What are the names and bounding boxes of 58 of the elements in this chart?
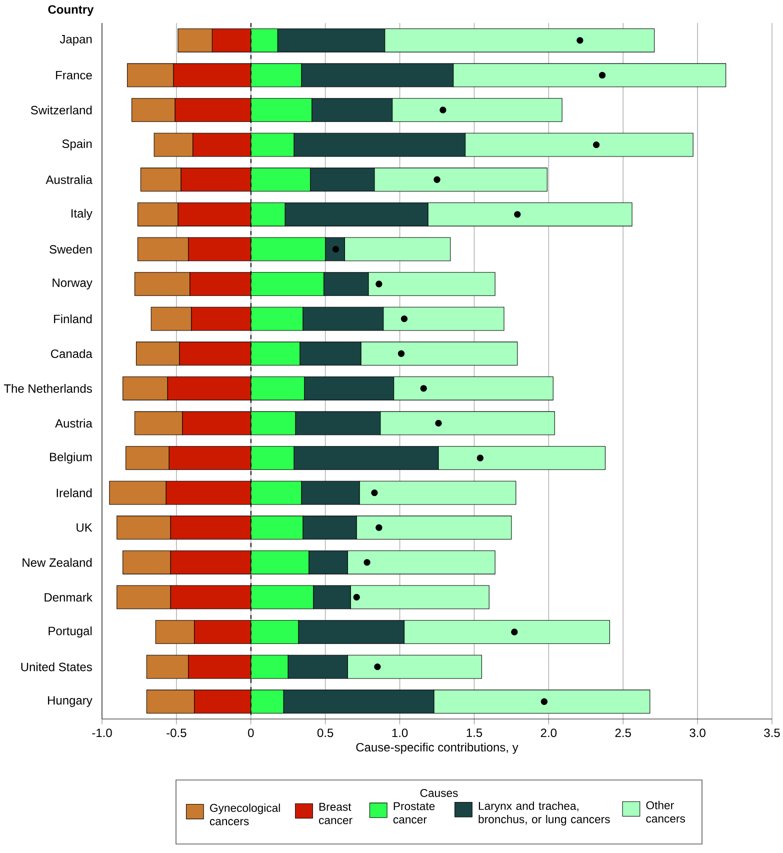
y-tick-label: Italy [72, 208, 92, 220]
point [376, 280, 382, 288]
y-tick-label: Finland [54, 314, 92, 324]
y-tick-label: Australia [46, 175, 92, 184]
point [376, 524, 382, 531]
x-tick-label: 0 [248, 728, 254, 738]
point [511, 628, 518, 636]
legend-label: Prostate cancer [393, 802, 435, 824]
point [398, 350, 405, 357]
x-tick-label: 2.0 [540, 728, 557, 738]
y-tick-label: Denmark [44, 592, 92, 602]
point [514, 211, 521, 218]
point [476, 454, 484, 462]
y-tick-label: Belgium [50, 452, 92, 464]
point [598, 72, 606, 79]
point [374, 663, 381, 670]
point [440, 106, 446, 114]
x-tick-label: 1.0 [392, 728, 408, 738]
x-tick-label: -1.0 [92, 728, 112, 738]
y-tick-label: New Zealand [22, 558, 92, 567]
y-tick-label: Spain [62, 139, 92, 150]
x-tick-label: 2.5 [615, 728, 631, 738]
legend-label: Other cancers [646, 800, 685, 823]
x-axis-title: Cause-specific contributions, y [356, 742, 518, 754]
y-tick-label: Portugal [48, 626, 92, 638]
y-tick-label: Norway [52, 278, 92, 290]
y-tick-label: The Netherlands [4, 384, 92, 393]
legend-label: Breast cancer [319, 802, 352, 824]
y-axis-title: Country [48, 5, 94, 16]
point [364, 559, 370, 566]
legend-label: Larynx and trachea, bronchus, or lung cancers [478, 802, 610, 826]
point [353, 594, 360, 601]
point [540, 698, 548, 705]
point [400, 315, 408, 322]
point [332, 246, 340, 253]
point [576, 37, 584, 44]
x-tick-label: 3.5 [764, 728, 780, 738]
legend-title: Causes [420, 788, 458, 798]
y-tick-label: Hungary [48, 696, 92, 707]
y-tick-label: Japan [60, 35, 92, 46]
legend-label: Gynecological cancers [210, 804, 280, 826]
y-tick-label: Ireland [56, 488, 92, 498]
x-tick-label: 3.0 [690, 728, 706, 738]
point [420, 385, 427, 392]
x-tick-label: -0.5 [166, 728, 186, 738]
point [592, 141, 600, 148]
point [371, 489, 378, 496]
y-tick-label: Austria [55, 418, 92, 428]
y-tick-label: Canada [50, 349, 92, 358]
y-tick-label: Switzerland [30, 106, 92, 114]
point [434, 176, 440, 183]
x-tick-label: 0.5 [317, 728, 334, 738]
y-tick-label: United States [21, 662, 92, 672]
y-tick-label: France [56, 71, 92, 80]
point [435, 420, 442, 427]
y-tick-label: Sweden [50, 244, 92, 254]
y-tick-label: UK [76, 523, 92, 532]
x-tick-label: 1.5 [466, 728, 482, 737]
